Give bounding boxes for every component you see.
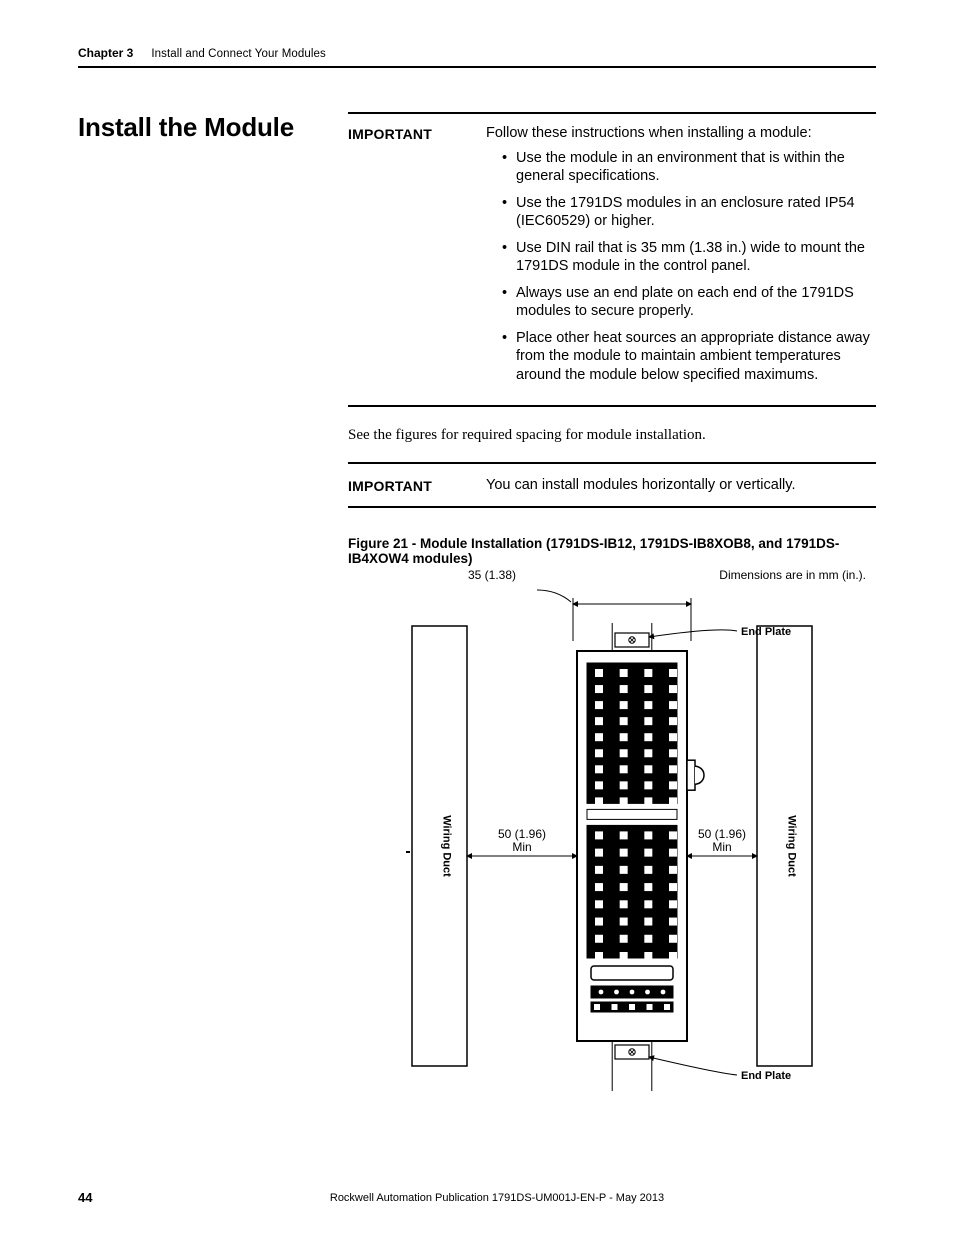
callout-body: Follow these instructions when installin… — [486, 124, 876, 393]
list-item: Use the 1791DS modules in an enclosure r… — [502, 194, 876, 231]
header-rule — [78, 66, 876, 68]
list-item: Always use an end plate on each end of t… — [502, 284, 876, 321]
section-title-col: Install the Module — [78, 112, 348, 1096]
important-callout-2: IMPORTANT You can install modules horizo… — [348, 462, 876, 509]
page: Chapter 3 Install and Connect Your Modul… — [0, 0, 954, 1235]
section-body-col: IMPORTANT Follow these instructions when… — [348, 112, 876, 1096]
svg-text:Min: Min — [512, 840, 531, 854]
svg-text:Min: Min — [712, 840, 731, 854]
section: Install the Module IMPORTANT Follow thes… — [78, 112, 876, 1096]
page-number: 44 — [78, 1190, 118, 1205]
chapter-number: Chapter 3 — [78, 46, 133, 60]
list-item: Place other heat sources an appropriate … — [502, 329, 876, 385]
svg-text:End Plate: End Plate — [741, 626, 791, 638]
important-callout-1: IMPORTANT Follow these instructions when… — [348, 112, 876, 407]
callout-label: IMPORTANT — [348, 124, 486, 393]
figure-top-dimension: 35 (1.38) — [468, 568, 516, 582]
svg-text:Wiring Duct: Wiring Duct — [786, 815, 798, 877]
svg-text:50 (1.96): 50 (1.96) — [698, 827, 746, 841]
page-footer: 44 Rockwell Automation Publication 1791D… — [78, 1190, 876, 1205]
figure: Wiring Duct Wiring Duct End Plate End Plate… — [348, 586, 876, 1096]
section-title: Install the Module — [78, 112, 348, 143]
figure-subcaption: 35 (1.38) Dimensions are in mm (in.). — [348, 568, 876, 586]
body-paragraph: See the figures for required spacing for… — [348, 427, 876, 444]
list-item: Use DIN rail that is 35 mm (1.38 in.) wi… — [502, 239, 876, 276]
figure-caption: Figure 21 - Module Installation (1791DS-… — [348, 536, 876, 566]
callout-list: Use the module in an environment that is… — [486, 149, 876, 385]
svg-text:50 (1.96): 50 (1.96) — [498, 827, 546, 841]
chapter-title: Install and Connect Your Modules — [151, 48, 326, 60]
svg-text:Wiring Duct: Wiring Duct — [441, 815, 453, 877]
callout-intro: Follow these instructions when installin… — [486, 124, 876, 143]
callout-label: IMPORTANT — [348, 476, 486, 495]
callout-text: You can install modules horizontally or … — [486, 477, 795, 493]
figure-units-note: Dimensions are in mm (in.). — [719, 568, 866, 582]
list-item: Use the module in an environment that is… — [502, 149, 876, 186]
publication-id: Rockwell Automation Publication 1791DS-U… — [118, 1192, 876, 1204]
svg-text:End Plate: End Plate — [741, 1070, 791, 1082]
module-installation-diagram: Wiring Duct Wiring Duct End Plate End Plate… — [362, 586, 862, 1096]
running-header: Chapter 3 Install and Connect Your Modul… — [78, 46, 876, 60]
callout-body: You can install modules horizontally or … — [486, 476, 876, 495]
